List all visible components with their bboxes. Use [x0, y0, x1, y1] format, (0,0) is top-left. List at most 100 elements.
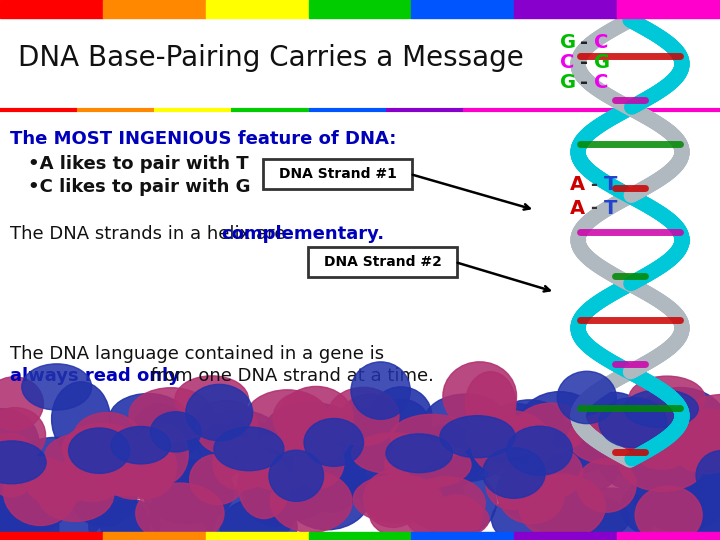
Ellipse shape [634, 388, 720, 462]
Ellipse shape [279, 387, 354, 448]
Ellipse shape [507, 426, 572, 475]
Text: C: C [560, 52, 575, 71]
Ellipse shape [238, 435, 320, 490]
Ellipse shape [696, 450, 720, 500]
Ellipse shape [657, 431, 720, 497]
Text: T: T [604, 199, 617, 218]
Ellipse shape [557, 372, 616, 423]
Ellipse shape [136, 483, 224, 540]
Ellipse shape [0, 429, 23, 485]
Bar [514, 0, 617, 18]
Ellipse shape [245, 390, 330, 450]
Ellipse shape [523, 488, 606, 535]
Ellipse shape [631, 422, 693, 469]
Ellipse shape [71, 462, 137, 526]
Ellipse shape [386, 434, 452, 472]
Bar [617, 532, 720, 540]
Ellipse shape [0, 472, 69, 521]
Text: The DNA language contained in a gene is: The DNA language contained in a gene is [10, 345, 384, 363]
Ellipse shape [0, 441, 46, 484]
Text: •C likes to pair with G: •C likes to pair with G [28, 178, 251, 196]
Bar [411, 532, 514, 540]
Bar [206, 0, 309, 18]
Ellipse shape [471, 411, 552, 477]
Ellipse shape [625, 395, 708, 455]
Ellipse shape [668, 409, 720, 474]
Ellipse shape [322, 447, 416, 499]
FancyBboxPatch shape [263, 159, 412, 189]
Ellipse shape [500, 471, 564, 524]
Text: A: A [570, 176, 585, 194]
Text: The MOST INGENIOUS feature of DNA:: The MOST INGENIOUS feature of DNA: [10, 130, 397, 148]
Ellipse shape [599, 397, 667, 448]
Text: C: C [594, 32, 608, 51]
Ellipse shape [66, 428, 135, 475]
Ellipse shape [276, 422, 370, 492]
Ellipse shape [423, 394, 508, 450]
Ellipse shape [677, 414, 720, 469]
Ellipse shape [89, 440, 164, 496]
Ellipse shape [269, 450, 323, 501]
Bar [206, 532, 309, 540]
Ellipse shape [197, 410, 283, 472]
Text: C: C [594, 73, 608, 92]
Bar [514, 532, 617, 540]
Text: -: - [580, 32, 588, 51]
Bar [617, 0, 720, 18]
Ellipse shape [62, 424, 143, 473]
Ellipse shape [577, 458, 636, 512]
Ellipse shape [518, 474, 606, 539]
Text: from one DNA strand at a time.: from one DNA strand at a time. [145, 367, 434, 385]
Ellipse shape [150, 411, 201, 452]
Ellipse shape [175, 376, 248, 423]
Ellipse shape [517, 392, 603, 464]
Ellipse shape [0, 450, 60, 511]
Ellipse shape [213, 438, 269, 490]
Ellipse shape [372, 399, 430, 452]
Ellipse shape [618, 411, 692, 460]
Text: DNA Strand #1: DNA Strand #1 [279, 167, 397, 181]
Ellipse shape [408, 477, 485, 530]
Text: -: - [580, 52, 588, 71]
Ellipse shape [325, 407, 390, 465]
Ellipse shape [120, 436, 176, 498]
Text: -: - [580, 73, 588, 92]
Ellipse shape [624, 390, 698, 428]
Ellipse shape [143, 460, 233, 524]
Ellipse shape [340, 394, 400, 449]
Text: G: G [560, 73, 576, 92]
Ellipse shape [497, 459, 588, 523]
Ellipse shape [203, 487, 294, 540]
Ellipse shape [0, 377, 43, 430]
Ellipse shape [412, 425, 482, 489]
Text: -: - [590, 176, 597, 194]
Ellipse shape [214, 427, 284, 471]
Ellipse shape [571, 488, 653, 540]
Ellipse shape [100, 500, 160, 540]
Ellipse shape [130, 403, 189, 479]
Ellipse shape [428, 430, 505, 482]
Ellipse shape [407, 498, 489, 539]
Ellipse shape [270, 471, 352, 532]
Ellipse shape [430, 495, 482, 539]
Ellipse shape [328, 387, 399, 446]
Ellipse shape [634, 461, 720, 532]
Ellipse shape [186, 384, 253, 441]
Text: G: G [560, 32, 576, 51]
Ellipse shape [73, 413, 141, 463]
Ellipse shape [629, 376, 705, 421]
Ellipse shape [304, 418, 364, 467]
Ellipse shape [283, 457, 372, 530]
Ellipse shape [0, 434, 37, 497]
Ellipse shape [304, 452, 360, 512]
Ellipse shape [111, 427, 171, 464]
Bar [103, 0, 206, 18]
Text: always read only: always read only [10, 367, 180, 385]
Ellipse shape [465, 372, 516, 437]
Ellipse shape [45, 433, 132, 477]
Ellipse shape [605, 434, 672, 478]
Ellipse shape [189, 454, 245, 504]
Ellipse shape [580, 392, 646, 444]
Ellipse shape [266, 402, 354, 453]
Ellipse shape [0, 499, 46, 540]
